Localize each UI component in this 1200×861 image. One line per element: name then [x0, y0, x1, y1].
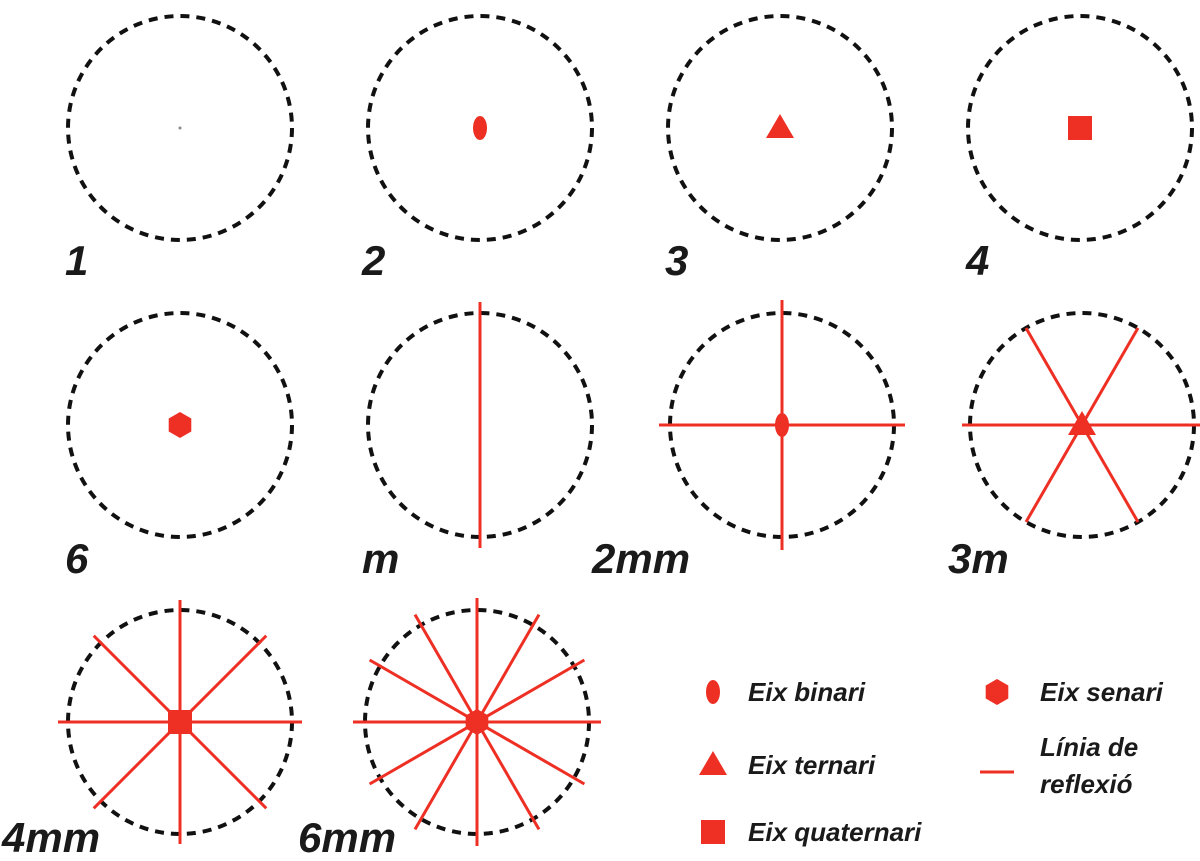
diagram-label: 2mm: [591, 535, 690, 582]
stereogram-circle: [966, 14, 1194, 242]
diagram-label: 4: [965, 237, 989, 284]
diagram-label: 3m: [948, 535, 1009, 582]
stereogram-circle: [366, 311, 594, 539]
legend-label: reflexió: [1040, 769, 1133, 799]
stereogram-circle: [366, 14, 594, 242]
senary-axis: [465, 709, 489, 735]
binary-axis: [473, 116, 487, 140]
diagram-label: 6mm: [298, 814, 396, 861]
ternary-axis: [766, 114, 794, 138]
binary-axis: [706, 680, 720, 704]
legend-label: Eix quaternari: [748, 817, 922, 847]
ternary-axis: [699, 751, 727, 775]
quaternary-axis: [1068, 116, 1092, 140]
diagram-label: 4mm: [1, 814, 100, 861]
legend-label: Eix binari: [748, 677, 866, 707]
diagram-label: m: [362, 535, 399, 582]
senary-axis: [168, 412, 192, 438]
quaternary-axis: [701, 820, 725, 844]
diagram-label: 3: [665, 237, 688, 284]
legend-label: Línia de: [1040, 732, 1138, 762]
ternary-axis: [1068, 411, 1096, 435]
stereogram-circle: [666, 14, 894, 242]
diagram-label: 6: [65, 535, 89, 582]
binary-axis: [775, 413, 789, 437]
stereogram-circle: [66, 311, 294, 539]
diagram-label: 1: [65, 237, 88, 284]
legend-label: Eix senari: [1040, 677, 1164, 707]
center-point: [178, 126, 182, 130]
senary-axis: [985, 679, 1009, 705]
legend-label: Eix ternari: [748, 750, 876, 780]
stereogram-circle: [66, 14, 294, 242]
diagram-label: 2: [361, 237, 385, 284]
quaternary-axis: [168, 710, 192, 734]
